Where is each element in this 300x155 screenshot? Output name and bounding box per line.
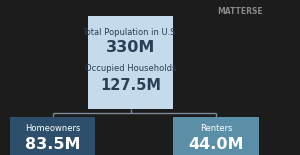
FancyBboxPatch shape [88,16,173,109]
FancyBboxPatch shape [10,117,95,155]
FancyBboxPatch shape [173,117,259,155]
Text: 127.5M: 127.5M [100,78,161,93]
Text: 44.0M: 44.0M [188,137,244,152]
Text: Renters: Renters [200,124,232,133]
Text: 330M: 330M [106,40,155,55]
Text: Occupied Households: Occupied Households [85,64,176,73]
Text: Homeowners: Homeowners [25,124,80,133]
Text: MATTERSE: MATTERSE [217,7,263,16]
Text: 83.5M: 83.5M [25,137,80,152]
Text: Total Population in U.S.: Total Population in U.S. [82,28,178,37]
